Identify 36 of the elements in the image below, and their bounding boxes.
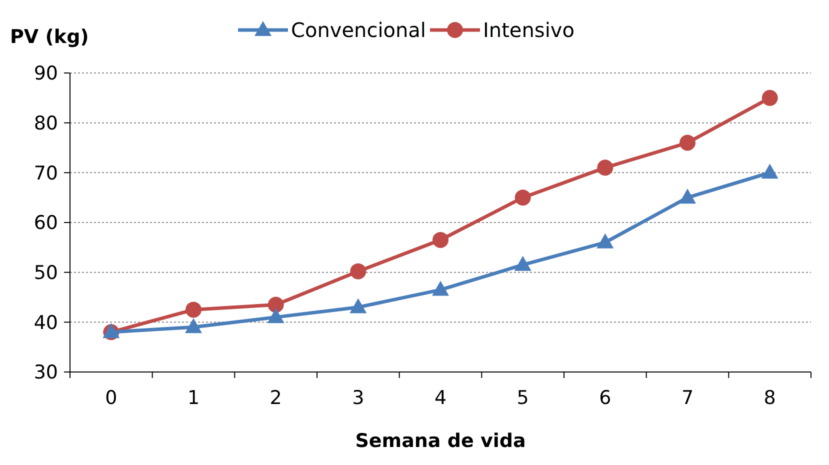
legend-label: Convencional [291,18,426,42]
y-tick-label: 70 [34,162,58,184]
point [680,134,696,151]
x-tick-label: 5 [516,387,529,409]
x-tick-label: 0 [105,387,118,409]
point [761,164,778,179]
y-tick-label: 60 [34,212,58,234]
point [514,190,531,206]
point [185,318,202,334]
x-tick-label: 3 [352,387,364,409]
point [186,302,202,318]
y-tick-label: 90 [34,62,58,85]
x-axis-title: Semana de vida [355,430,526,452]
point [596,233,614,248]
y-tick-label: 30 [34,362,58,384]
point [432,232,448,248]
y-tick-label: 80 [34,112,58,134]
x-tick-label: 2 [270,387,282,409]
point [679,188,696,204]
point [350,263,366,280]
point [267,308,284,324]
point [514,256,532,271]
legend-label: Intensivo [483,18,574,42]
x-tick-label: 6 [599,387,612,409]
x-tick-label: 8 [764,387,776,409]
x-tick-label: 4 [434,387,447,409]
x-tick-label: 1 [187,387,200,409]
point [762,90,778,106]
y-tick-label: 50 [34,262,58,284]
y-axis-title: PV (kg) [10,26,89,48]
point [350,298,367,314]
point [268,296,284,313]
point [432,280,449,296]
x-tick-label: 7 [681,387,694,409]
y-tick-label: 40 [34,312,58,334]
point [597,160,614,176]
